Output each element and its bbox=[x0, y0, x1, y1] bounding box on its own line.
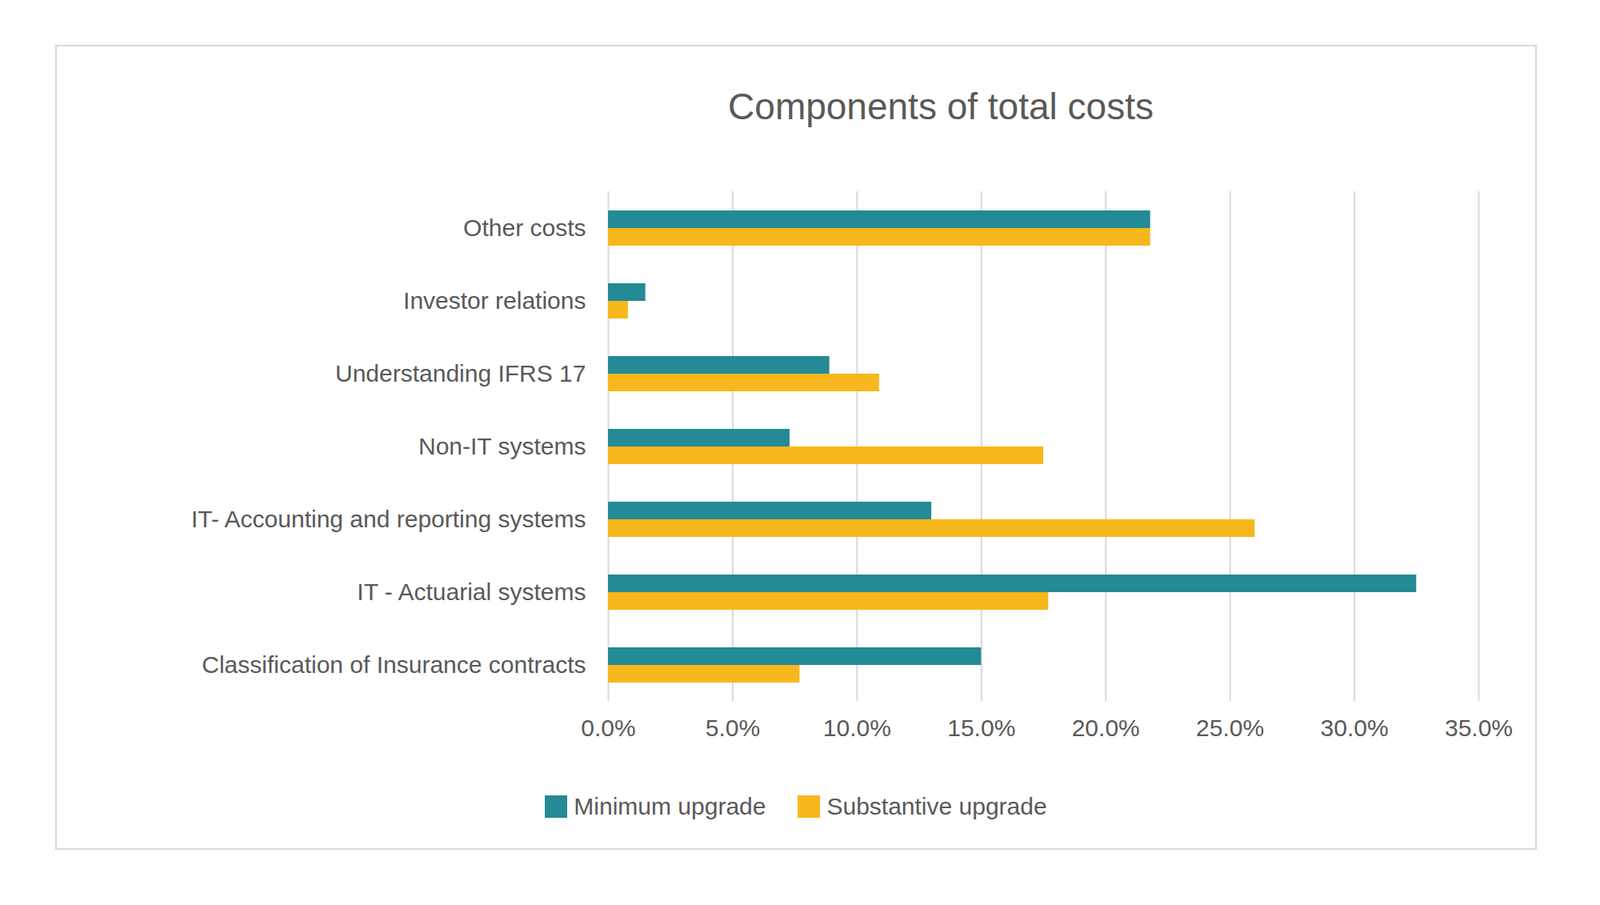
svg-text:10.0%: 10.0% bbox=[823, 714, 892, 741]
svg-text:5.0%: 5.0% bbox=[705, 714, 760, 741]
svg-text:20.0%: 20.0% bbox=[1072, 714, 1140, 741]
svg-text:Non-IT systems: Non-IT systems bbox=[418, 432, 587, 460]
svg-text:0.0%: 0.0% bbox=[580, 714, 636, 741]
svg-text:Understanding IFRS 17: Understanding IFRS 17 bbox=[335, 360, 587, 387]
svg-text:25.0%: 25.0% bbox=[1196, 714, 1264, 741]
svg-text:Classification of Insurance co: Classification of Insurance contracts bbox=[201, 651, 586, 678]
html-text:Components of total costs: Components of total costs bbox=[728, 85, 1154, 128]
svg-text:IT - Actuarial systems: IT - Actuarial systems bbox=[356, 578, 586, 605]
svg-text:Other costs: Other costs bbox=[463, 214, 586, 241]
svg-text:Investor relations: Investor relations bbox=[403, 287, 586, 314]
svg-text:30.0%: 30.0% bbox=[1320, 714, 1389, 741]
html-text:Substantive upgrade: Substantive upgrade bbox=[826, 792, 1047, 820]
svg-text:IT- Accounting and reporting s: IT- Accounting and reporting systems bbox=[191, 505, 587, 532]
svg-text:15.0%: 15.0% bbox=[947, 714, 1016, 741]
html-text:Minimum upgrade: Minimum upgrade bbox=[573, 792, 766, 820]
svg-text:35.0%: 35.0% bbox=[1444, 714, 1513, 741]
